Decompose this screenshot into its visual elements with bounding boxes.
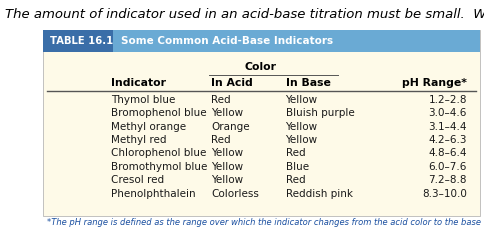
Text: Red: Red xyxy=(211,135,230,145)
Text: 3.1–4.4: 3.1–4.4 xyxy=(427,122,466,132)
Text: Red: Red xyxy=(285,175,304,185)
Text: Reddish pink: Reddish pink xyxy=(285,189,352,199)
Text: 7.2–8.8: 7.2–8.8 xyxy=(427,175,466,185)
Text: TABLE 16.1: TABLE 16.1 xyxy=(50,36,113,46)
Text: Blue: Blue xyxy=(285,162,308,172)
Text: Methyl orange: Methyl orange xyxy=(110,122,185,132)
Text: Phenolphthalein: Phenolphthalein xyxy=(110,189,195,199)
Text: Methyl red: Methyl red xyxy=(110,135,166,145)
Text: Bromothymol blue: Bromothymol blue xyxy=(110,162,207,172)
Bar xyxy=(43,30,479,216)
Text: 4.2–6.3: 4.2–6.3 xyxy=(427,135,466,145)
Text: *The pH range is defined as the range over which the indicator changes from the : *The pH range is defined as the range ov… xyxy=(47,218,484,227)
Text: Thymol blue: Thymol blue xyxy=(110,95,175,105)
Text: In Base: In Base xyxy=(285,77,330,87)
Text: Indicator: Indicator xyxy=(110,77,166,87)
Text: Yellow: Yellow xyxy=(285,95,317,105)
Text: Colorless: Colorless xyxy=(211,189,258,199)
Text: The amount of indicator used in an acid-base titration must be small.  Why?: The amount of indicator used in an acid-… xyxy=(5,8,484,21)
Text: Bromophenol blue: Bromophenol blue xyxy=(110,108,206,118)
Text: Yellow: Yellow xyxy=(211,148,243,158)
Text: Red: Red xyxy=(211,95,230,105)
Bar xyxy=(43,30,113,52)
Text: Cresol red: Cresol red xyxy=(110,175,164,185)
Text: Yellow: Yellow xyxy=(285,135,317,145)
Text: pH Range*: pH Range* xyxy=(401,77,466,87)
Text: Red: Red xyxy=(285,148,304,158)
Text: 8.3–10.0: 8.3–10.0 xyxy=(421,189,466,199)
Text: Orange: Orange xyxy=(211,122,249,132)
Text: Some Common Acid-Base Indicators: Some Common Acid-Base Indicators xyxy=(121,36,333,46)
Text: Bluish purple: Bluish purple xyxy=(285,108,353,118)
Text: Color: Color xyxy=(244,62,276,72)
Bar xyxy=(113,30,479,52)
Text: Yellow: Yellow xyxy=(211,162,243,172)
Text: In Acid: In Acid xyxy=(211,77,253,87)
Text: Yellow: Yellow xyxy=(211,108,243,118)
Text: Yellow: Yellow xyxy=(285,122,317,132)
Text: 4.8–6.4: 4.8–6.4 xyxy=(427,148,466,158)
Text: Chlorophenol blue: Chlorophenol blue xyxy=(110,148,206,158)
Text: 3.0–4.6: 3.0–4.6 xyxy=(428,108,466,118)
Text: 6.0–7.6: 6.0–7.6 xyxy=(428,162,466,172)
Text: Yellow: Yellow xyxy=(211,175,243,185)
Text: 1.2–2.8: 1.2–2.8 xyxy=(427,95,466,105)
